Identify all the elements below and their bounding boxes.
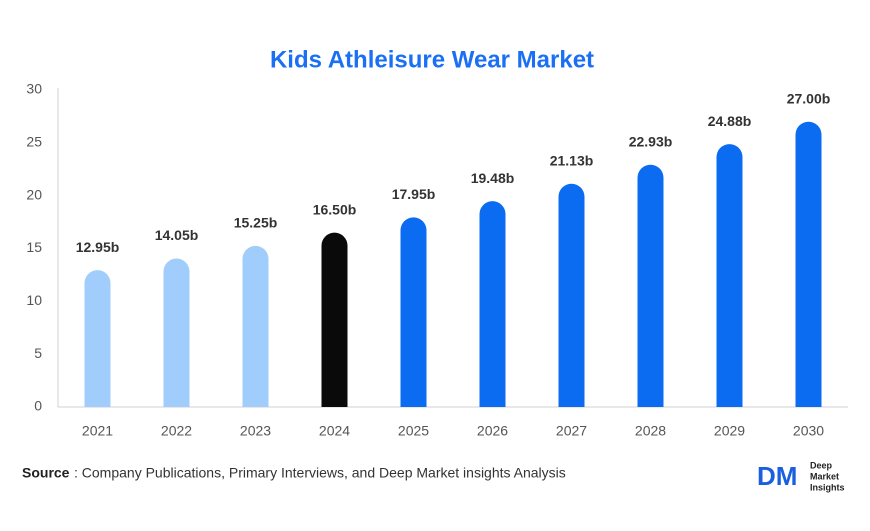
x-tick-label: 2030 <box>793 423 824 439</box>
y-tick-label: 10 <box>26 292 42 308</box>
logo-text: Insights <box>810 482 845 492</box>
x-tick-label: 2021 <box>82 423 113 439</box>
value-label: 22.93b <box>629 133 673 149</box>
x-tick-label: 2026 <box>477 423 508 439</box>
bar <box>479 201 506 407</box>
y-tick-label: 5 <box>34 345 42 361</box>
bar <box>400 217 427 407</box>
bar <box>716 144 743 407</box>
value-label: 17.95b <box>392 186 436 202</box>
value-label: 21.13b <box>550 152 594 168</box>
bar <box>637 164 664 407</box>
x-tick-label: 2025 <box>398 423 429 439</box>
bar <box>84 270 111 407</box>
bar <box>321 232 348 407</box>
x-tick-label: 2029 <box>714 423 745 439</box>
logo-text: Market <box>810 471 839 481</box>
logo-text: Deep <box>810 460 833 470</box>
bar <box>558 183 585 407</box>
source-text: : Company Publications, Primary Intervie… <box>74 465 566 481</box>
x-tick-label: 2022 <box>161 423 192 439</box>
value-label: 19.48b <box>471 170 515 186</box>
x-tick-label: 2023 <box>240 423 271 439</box>
value-label: 12.95b <box>76 239 120 255</box>
x-tick-label: 2027 <box>556 423 587 439</box>
value-label: 24.88b <box>708 113 752 129</box>
chart-title: Kids Athleisure Wear Market <box>270 46 594 73</box>
bar <box>163 258 190 407</box>
value-label: 16.50b <box>313 201 357 217</box>
y-tick-label: 20 <box>26 186 42 202</box>
x-tick-label: 2024 <box>319 423 350 439</box>
bar <box>242 245 269 407</box>
y-tick-label: 25 <box>26 134 42 150</box>
value-label: 14.05b <box>155 227 199 243</box>
y-tick-label: 0 <box>34 398 42 414</box>
value-label: 15.25b <box>234 215 278 231</box>
x-tick-label: 2028 <box>635 423 666 439</box>
y-tick-label: 15 <box>26 239 42 255</box>
source-label: Source <box>22 465 70 481</box>
bar <box>795 121 822 407</box>
y-tick-label: 30 <box>26 81 42 97</box>
logo-mark: DM <box>757 461 797 491</box>
value-label: 27.00b <box>787 90 831 106</box>
